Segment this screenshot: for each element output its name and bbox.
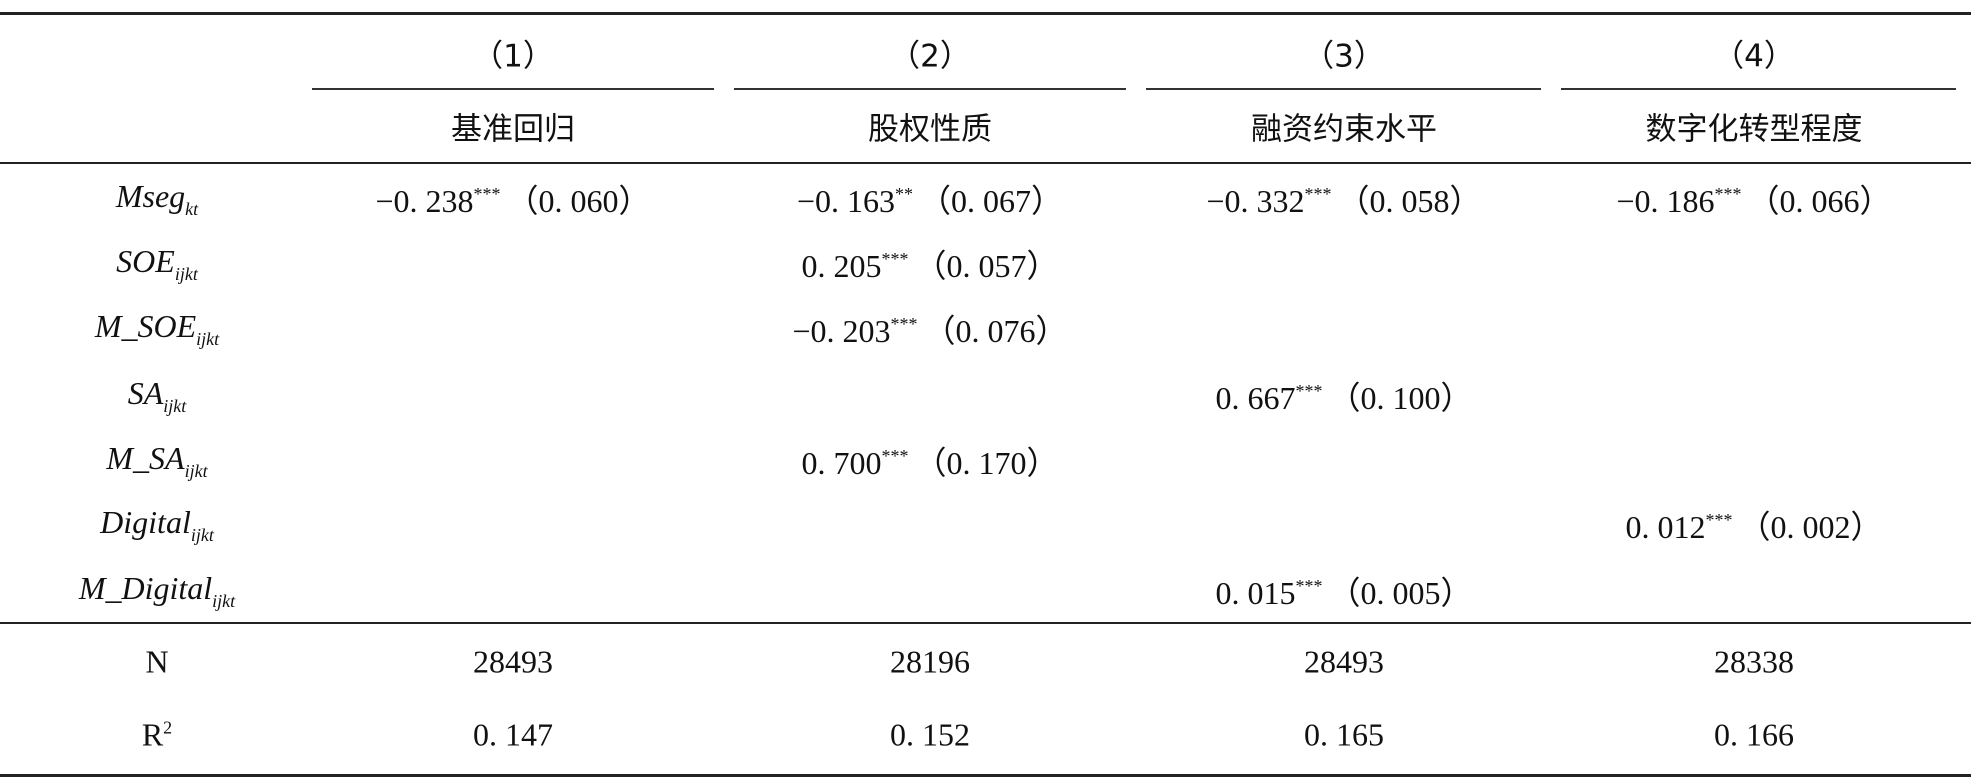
stat-value: 28493 bbox=[1304, 643, 1384, 680]
significance-stars: *** bbox=[1705, 510, 1733, 530]
label-base: R bbox=[141, 716, 164, 753]
stat-value: 28338 bbox=[1714, 643, 1794, 680]
bottom-rule bbox=[0, 774, 1971, 777]
label-base: N bbox=[145, 643, 169, 680]
coefficient: −0. 186 bbox=[1616, 183, 1715, 219]
row-label: Msegkt bbox=[116, 178, 198, 220]
label-base: M_SOE bbox=[94, 308, 197, 344]
label-subscript: ijkt bbox=[190, 525, 214, 545]
column-number: （2） bbox=[889, 38, 971, 75]
stat-value: 0. 152 bbox=[890, 716, 970, 753]
body-rule bbox=[0, 622, 1971, 624]
estimate-cell: 0. 700*** （0. 170） bbox=[801, 438, 1058, 484]
column-underline bbox=[734, 88, 1126, 90]
significance-stars: *** bbox=[881, 446, 909, 466]
estimate-cell: 0. 667*** （0. 100） bbox=[1215, 373, 1472, 419]
column-underline bbox=[1561, 88, 1956, 90]
label-base: Mseg bbox=[115, 178, 186, 214]
label-base: M_SA bbox=[106, 440, 185, 476]
standard-error: （0. 005） bbox=[1328, 575, 1473, 611]
row-label: Digitalijkt bbox=[100, 504, 214, 546]
label-base: SA bbox=[127, 375, 164, 411]
significance-stars: *** bbox=[1295, 381, 1323, 401]
label-subscript: ijkt bbox=[212, 591, 236, 611]
column-title: 基准回归 bbox=[451, 111, 575, 148]
coefficient: −0. 163 bbox=[796, 183, 896, 219]
significance-stars: *** bbox=[1714, 184, 1742, 204]
stat-value: 0. 147 bbox=[473, 716, 553, 753]
column-number: （4） bbox=[1713, 38, 1795, 75]
column-underline bbox=[1146, 88, 1541, 90]
header-rule bbox=[0, 162, 1971, 164]
standard-error: （0. 066） bbox=[1747, 183, 1892, 219]
column-title: 融资约束水平 bbox=[1251, 111, 1437, 148]
label-subscript: ijkt bbox=[163, 396, 187, 416]
row-label: SOEijkt bbox=[116, 243, 198, 285]
column-title: 股权性质 bbox=[868, 111, 992, 148]
row-label: M_SOEijkt bbox=[95, 308, 219, 350]
significance-stars: *** bbox=[881, 249, 909, 269]
standard-error: （0. 058） bbox=[1337, 183, 1482, 219]
label-subscript: ijkt bbox=[184, 461, 208, 481]
label-subscript: kt bbox=[185, 199, 199, 219]
estimate-cell: 0. 012*** （0. 002） bbox=[1625, 502, 1882, 548]
standard-error: （0. 057） bbox=[914, 248, 1059, 284]
coefficient: −0. 238 bbox=[375, 183, 474, 219]
column-title: 数字化转型程度 bbox=[1645, 111, 1863, 148]
standard-error: （0. 100） bbox=[1328, 380, 1473, 416]
coefficient: −0. 332 bbox=[1206, 183, 1305, 219]
standard-error: （0. 076） bbox=[923, 313, 1068, 349]
coefficient: 0. 012 bbox=[1625, 509, 1706, 545]
estimate-cell: −0. 332*** （0. 058） bbox=[1206, 176, 1481, 222]
estimate-cell: 0. 015*** （0. 005） bbox=[1215, 568, 1472, 614]
label-subscript: ijkt bbox=[174, 264, 198, 284]
row-label: R2 bbox=[142, 717, 172, 754]
significance-stars: ** bbox=[895, 184, 914, 204]
coefficient: 0. 205 bbox=[801, 248, 882, 284]
estimate-cell: 0. 205*** （0. 057） bbox=[801, 241, 1058, 287]
label-superscript: 2 bbox=[163, 717, 173, 738]
row-label: M_SAijkt bbox=[106, 440, 207, 482]
estimate-cell: −0. 163** （0. 067） bbox=[797, 176, 1063, 222]
significance-stars: *** bbox=[1295, 576, 1323, 596]
standard-error: （0. 002） bbox=[1738, 509, 1883, 545]
coefficient: 0. 667 bbox=[1215, 380, 1296, 416]
row-label: N bbox=[145, 644, 168, 681]
significance-stars: *** bbox=[473, 184, 501, 204]
standard-error: （0. 067） bbox=[919, 183, 1064, 219]
row-label: M_Digitalijkt bbox=[79, 570, 235, 612]
row-label: SAijkt bbox=[128, 375, 187, 417]
label-subscript: ijkt bbox=[196, 329, 220, 349]
significance-stars: *** bbox=[890, 314, 918, 334]
stat-value: 28196 bbox=[890, 643, 970, 680]
stat-value: 0. 165 bbox=[1304, 716, 1384, 753]
standard-error: （0. 170） bbox=[914, 445, 1059, 481]
label-base: M_Digital bbox=[78, 570, 213, 606]
stat-value: 0. 166 bbox=[1714, 716, 1794, 753]
estimate-cell: −0. 203*** （0. 076） bbox=[792, 306, 1067, 352]
estimate-cell: −0. 238*** （0. 060） bbox=[375, 176, 650, 222]
coefficient: −0. 203 bbox=[792, 313, 891, 349]
coefficient: 0. 015 bbox=[1215, 575, 1296, 611]
column-number: （3） bbox=[1303, 38, 1385, 75]
significance-stars: *** bbox=[1304, 184, 1332, 204]
label-base: Digital bbox=[100, 504, 191, 540]
column-number: （1） bbox=[472, 38, 554, 75]
column-underline bbox=[312, 88, 714, 90]
top-rule bbox=[0, 12, 1971, 15]
stat-value: 28493 bbox=[473, 643, 553, 680]
label-base: SOE bbox=[116, 243, 175, 279]
coefficient: 0. 700 bbox=[801, 445, 882, 481]
estimate-cell: −0. 186*** （0. 066） bbox=[1616, 176, 1891, 222]
standard-error: （0. 060） bbox=[506, 183, 651, 219]
